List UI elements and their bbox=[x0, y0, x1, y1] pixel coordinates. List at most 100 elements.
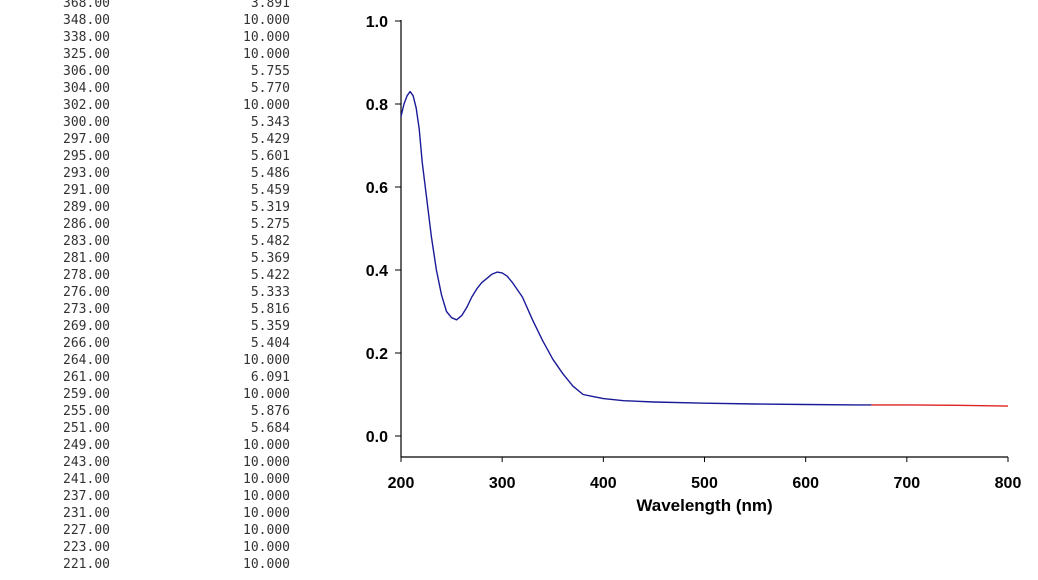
wavelength-cell: 266.00 bbox=[63, 336, 110, 351]
absorbance-cell: 5.429 bbox=[250, 132, 290, 147]
table-row: 348.00 10.000 bbox=[0, 12, 330, 29]
table-row: 237.00 10.000 bbox=[0, 488, 330, 505]
wavelength-cell: 264.00 bbox=[63, 353, 110, 368]
table-row: 278.00 5.422 bbox=[0, 267, 330, 284]
y-tick-label: 0.2 bbox=[366, 346, 388, 363]
x-tick-label: 200 bbox=[388, 475, 415, 492]
table-row: 249.00 10.000 bbox=[0, 437, 330, 454]
wavelength-cell: 306.00 bbox=[63, 64, 110, 79]
wavelength-cell: 249.00 bbox=[63, 438, 110, 453]
wavelength-cell: 289.00 bbox=[63, 200, 110, 215]
wavelength-cell: 297.00 bbox=[63, 132, 110, 147]
wavelength-cell: 243.00 bbox=[63, 455, 110, 470]
x-tick-label: 600 bbox=[792, 475, 819, 492]
absorbance-cell: 5.486 bbox=[250, 166, 290, 181]
table-row: 291.00 5.459 bbox=[0, 182, 330, 199]
absorbance-cell: 6.091 bbox=[250, 370, 290, 385]
absorbance-cell: 5.876 bbox=[250, 404, 290, 419]
absorbance-cell: 5.816 bbox=[250, 302, 290, 317]
wavelength-cell: 227.00 bbox=[63, 523, 110, 538]
absorbance-cell: 10.000 bbox=[243, 540, 290, 555]
table-row: 325.00 10.000 bbox=[0, 46, 330, 63]
table-row: 276.00 5.333 bbox=[0, 284, 330, 301]
table-row: 295.00 5.601 bbox=[0, 148, 330, 165]
table-row: 251.00 5.684 bbox=[0, 420, 330, 437]
wavelength-cell: 302.00 bbox=[63, 98, 110, 113]
wavelength-cell: 231.00 bbox=[63, 506, 110, 521]
wavelength-cell: 286.00 bbox=[63, 217, 110, 232]
wavelength-cell: 368.00 bbox=[63, 0, 110, 11]
wavelength-cell: 269.00 bbox=[63, 319, 110, 334]
table-row: 286.00 5.275 bbox=[0, 216, 330, 233]
absorbance-cell: 10.000 bbox=[243, 472, 290, 487]
table-row: 273.00 5.816 bbox=[0, 301, 330, 318]
absorbance-cell: 10.000 bbox=[243, 387, 290, 402]
table-row: 300.00 5.343 bbox=[0, 114, 330, 131]
absorbance-cell: 5.369 bbox=[250, 251, 290, 266]
wavelength-cell: 273.00 bbox=[63, 302, 110, 317]
wavelength-cell: 295.00 bbox=[63, 149, 110, 164]
table-row: 269.00 5.359 bbox=[0, 318, 330, 335]
table-row: 338.00 10.000 bbox=[0, 29, 330, 46]
x-tick-label: 400 bbox=[590, 475, 617, 492]
absorbance-cell: 10.000 bbox=[243, 47, 290, 62]
table-row: 255.00 5.876 bbox=[0, 403, 330, 420]
wavelength-cell: 261.00 bbox=[63, 370, 110, 385]
data-table: 368.00 3.891 348.00 10.000 338.00 10.000 325.0… bbox=[0, 0, 330, 580]
absorbance-cell: 10.000 bbox=[243, 506, 290, 521]
table-row: 283.00 5.482 bbox=[0, 233, 330, 250]
table-row: 221.00 10.000 bbox=[0, 556, 330, 573]
wavelength-cell: 278.00 bbox=[63, 268, 110, 283]
absorbance-cell: 10.000 bbox=[243, 557, 290, 572]
table-row: 304.00 5.770 bbox=[0, 80, 330, 97]
absorbance-cell: 5.333 bbox=[250, 285, 290, 300]
absorbance-cell: 10.000 bbox=[243, 13, 290, 28]
wavelength-cell: 251.00 bbox=[63, 421, 110, 436]
x-tick-label: 800 bbox=[995, 475, 1022, 492]
x-tick-label: 300 bbox=[489, 475, 516, 492]
table-row: 306.00 5.755 bbox=[0, 63, 330, 80]
absorbance-cell: 10.000 bbox=[243, 438, 290, 453]
table-row: 261.00 6.091 bbox=[0, 369, 330, 386]
table-row: 368.00 3.891 bbox=[0, 0, 330, 12]
absorbance-cell: 5.404 bbox=[250, 336, 290, 351]
series-line-0 bbox=[400, 90, 872, 406]
series-line-1 bbox=[871, 404, 1009, 407]
table-row: 223.00 10.000 bbox=[0, 539, 330, 556]
table-row: 231.00 10.000 bbox=[0, 505, 330, 522]
absorbance-cell: 5.601 bbox=[250, 149, 290, 164]
wavelength-cell: 338.00 bbox=[63, 30, 110, 45]
wavelength-cell: 300.00 bbox=[63, 115, 110, 130]
y-tick-label: 0.0 bbox=[366, 429, 388, 446]
x-tick-label: 700 bbox=[893, 475, 920, 492]
absorbance-cell: 5.359 bbox=[250, 319, 290, 334]
absorbance-cell: 5.319 bbox=[250, 200, 290, 215]
absorbance-cell: 5.755 bbox=[250, 64, 290, 79]
wavelength-cell: 281.00 bbox=[63, 251, 110, 266]
x-tick-label: 500 bbox=[691, 475, 718, 492]
y-tick-label: 0.6 bbox=[366, 180, 388, 197]
table-row: 281.00 5.369 bbox=[0, 250, 330, 267]
table-row: 297.00 5.429 bbox=[0, 131, 330, 148]
wavelength-cell: 237.00 bbox=[63, 489, 110, 504]
y-tick-label: 0.4 bbox=[366, 263, 388, 280]
table-row: 227.00 10.000 bbox=[0, 522, 330, 539]
absorbance-cell: 5.275 bbox=[250, 217, 290, 232]
table-row: 289.00 5.319 bbox=[0, 199, 330, 216]
wavelength-cell: 348.00 bbox=[63, 13, 110, 28]
absorbance-cell: 10.000 bbox=[243, 523, 290, 538]
absorbance-cell: 5.482 bbox=[250, 234, 290, 249]
table-row: 264.00 10.000 bbox=[0, 352, 330, 369]
absorbance-cell: 10.000 bbox=[243, 98, 290, 113]
y-tick-label: 1.0 bbox=[366, 14, 388, 31]
wavelength-cell: 325.00 bbox=[63, 47, 110, 62]
absorbance-cell: 5.684 bbox=[250, 421, 290, 436]
wavelength-cell: 276.00 bbox=[63, 285, 110, 300]
table-row: 259.00 10.000 bbox=[0, 386, 330, 403]
absorbance-cell: 5.422 bbox=[250, 268, 290, 283]
absorbance-cell: 5.770 bbox=[250, 81, 290, 96]
wavelength-cell: 259.00 bbox=[63, 387, 110, 402]
absorbance-cell: 3.891 bbox=[250, 0, 290, 11]
absorbance-cell: 5.459 bbox=[250, 183, 290, 198]
